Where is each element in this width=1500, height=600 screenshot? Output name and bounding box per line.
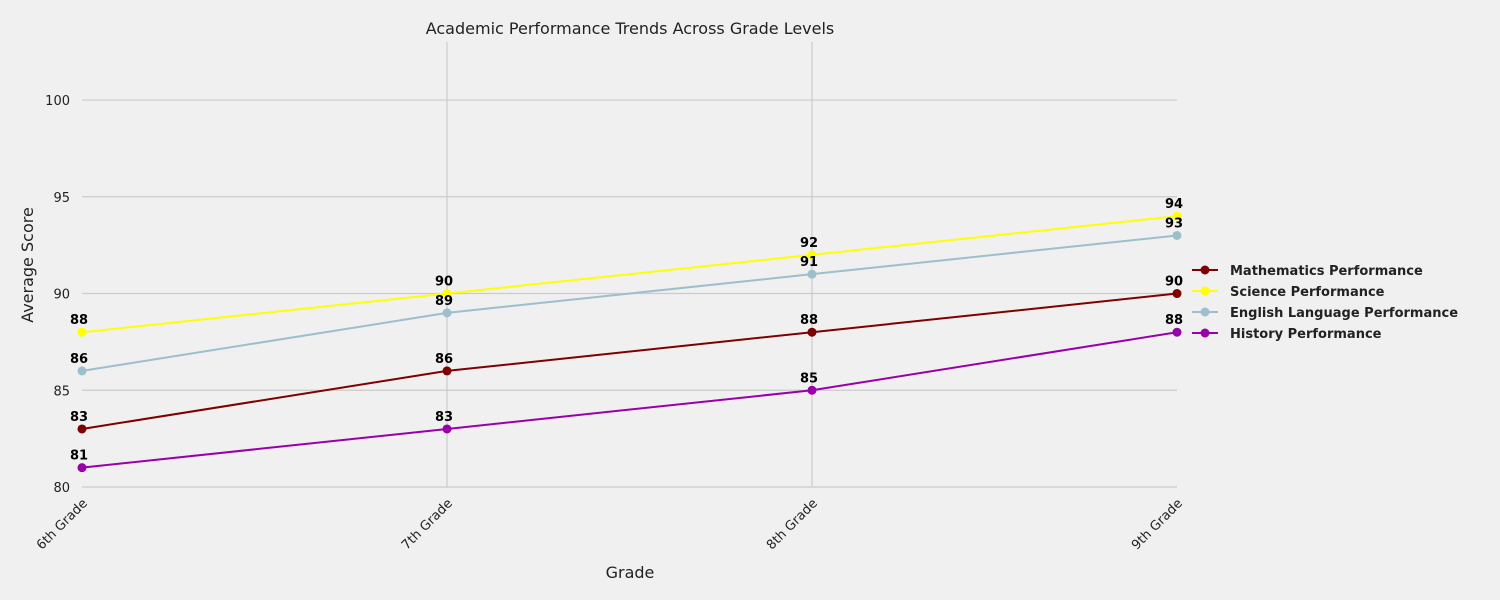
- data-label: 90: [435, 275, 453, 290]
- data-label: 83: [435, 410, 453, 425]
- data-point: [442, 366, 452, 376]
- series-2: [77, 230, 1182, 376]
- legend-label: History Performance: [1230, 327, 1382, 342]
- series-line: [81, 234, 1178, 372]
- y-tick-label: 95: [53, 191, 70, 206]
- data-point: [77, 366, 87, 376]
- grid-lines: [82, 42, 1177, 488]
- y-tick-label: 90: [53, 288, 70, 303]
- data-point: [442, 289, 452, 299]
- data-label: 89: [435, 294, 453, 309]
- legend-marker: [1200, 328, 1210, 338]
- data-point: [807, 269, 817, 279]
- legend: Mathematics Performance Science Performan…: [1192, 264, 1458, 342]
- data-label: 91: [800, 255, 818, 270]
- data-label: 88: [70, 313, 88, 328]
- data-point: [77, 463, 87, 473]
- data-point: [442, 308, 452, 318]
- data-label: 88: [800, 313, 818, 328]
- data-label: 86: [435, 352, 453, 367]
- x-tick-label: 8th Grade: [764, 496, 821, 553]
- x-tick-label: 6th Grade: [34, 496, 91, 553]
- data-label: 92: [800, 236, 818, 251]
- data-label: 93: [1165, 216, 1183, 231]
- data-label: 81: [70, 449, 88, 464]
- data-point: [807, 385, 817, 395]
- legend-marker: [1200, 307, 1210, 317]
- data-point: [1172, 211, 1182, 221]
- series-1: [77, 211, 1182, 337]
- data-point: [807, 327, 817, 337]
- data-label: 85: [800, 371, 818, 386]
- data-label: 83: [70, 410, 88, 425]
- legend-marker: [1200, 286, 1210, 296]
- series-line: [81, 331, 1178, 469]
- data-label: 90: [1165, 275, 1183, 290]
- data-label: 88: [1165, 313, 1183, 328]
- series-lines: [77, 211, 1182, 473]
- data-label: 86: [70, 352, 88, 367]
- legend-label: English Language Performance: [1230, 306, 1458, 321]
- data-point: [442, 424, 452, 434]
- data-point: [1172, 230, 1182, 240]
- legend-label: Science Performance: [1230, 285, 1385, 300]
- data-point: [77, 424, 87, 434]
- chart-title: Academic Performance Trends Across Grade…: [426, 19, 835, 38]
- data-point: [1172, 289, 1182, 299]
- legend-marker: [1200, 265, 1210, 275]
- data-label: 94: [1165, 197, 1183, 212]
- y-tick-label: 85: [53, 384, 70, 399]
- data-labels: 83 86 88 90 88 90 92 94 86 89 91 93 81 83 85 88: [70, 197, 1183, 464]
- x-tick-label: 7th Grade: [399, 496, 456, 553]
- y-tick-label: 100: [45, 94, 70, 109]
- x-tick-label: 9th Grade: [1129, 496, 1186, 553]
- data-point: [77, 327, 87, 337]
- x-axis-label: Grade: [606, 563, 655, 582]
- y-axis-ticks: 80 85 90 95 100: [45, 94, 70, 496]
- series-3: [77, 327, 1182, 473]
- x-axis-ticks: 6th Grade 7th Grade 8th Grade 9th Grade: [34, 496, 1186, 553]
- data-point: [807, 250, 817, 260]
- y-tick-label: 80: [53, 481, 70, 496]
- series-line: [81, 215, 1178, 334]
- series-line: [81, 292, 1178, 430]
- legend-label: Mathematics Performance: [1230, 264, 1423, 279]
- y-axis-label: Average Score: [18, 207, 37, 323]
- series-0: [77, 289, 1182, 434]
- data-point: [1172, 327, 1182, 337]
